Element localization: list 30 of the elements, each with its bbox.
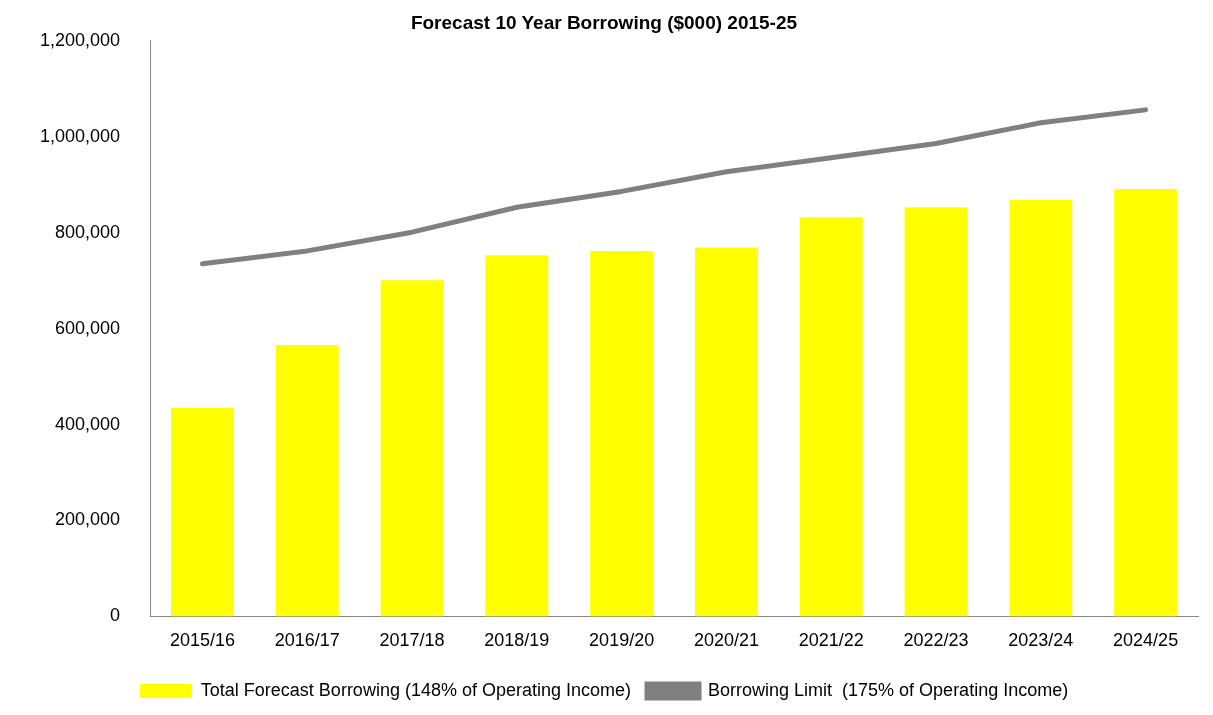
chart-title: Forecast 10 Year Borrowing ($000) 2015-25: [410, 11, 798, 33]
y-tick-label: 600,000: [55, 317, 121, 338]
bar: [590, 250, 654, 617]
y-tick-label: 1,200,000: [40, 29, 121, 50]
x-tick-label: 2017/18: [379, 630, 445, 651]
bar: [799, 217, 863, 617]
bar: [695, 247, 758, 617]
bar: [1114, 189, 1178, 617]
y-tick-label: 1,000,000: [40, 125, 121, 146]
legend-label: Borrowing Limit (175% of Operating Income): [708, 679, 1069, 700]
bar: [904, 207, 968, 617]
y-tick-label: 800,000: [55, 221, 121, 242]
x-tick-label: 2016/17: [274, 630, 340, 651]
bar: [171, 407, 234, 617]
y-tick-label: 200,000: [55, 509, 121, 530]
x-tick-label: 2018/19: [484, 630, 550, 651]
y-tick-label: 0: [110, 605, 121, 626]
bar: [1009, 200, 1073, 617]
legend-label: Total Forecast Borrowing (148% of Operating Income): [200, 679, 632, 700]
bar: [380, 280, 444, 617]
x-tick-label: 2020/21: [693, 630, 759, 651]
y-tick-label: 400,000: [55, 413, 121, 434]
bar: [275, 344, 339, 617]
x-tick-label: 2023/24: [1008, 630, 1074, 651]
bar: [485, 255, 549, 617]
x-tick-label: 2021/22: [798, 630, 864, 651]
x-tick-label: 2024/25: [1113, 630, 1179, 651]
x-tick-label: 2019/20: [589, 630, 655, 651]
x-tick-label: 2015/16: [169, 630, 236, 651]
x-tick-label: 2022/23: [903, 630, 969, 651]
